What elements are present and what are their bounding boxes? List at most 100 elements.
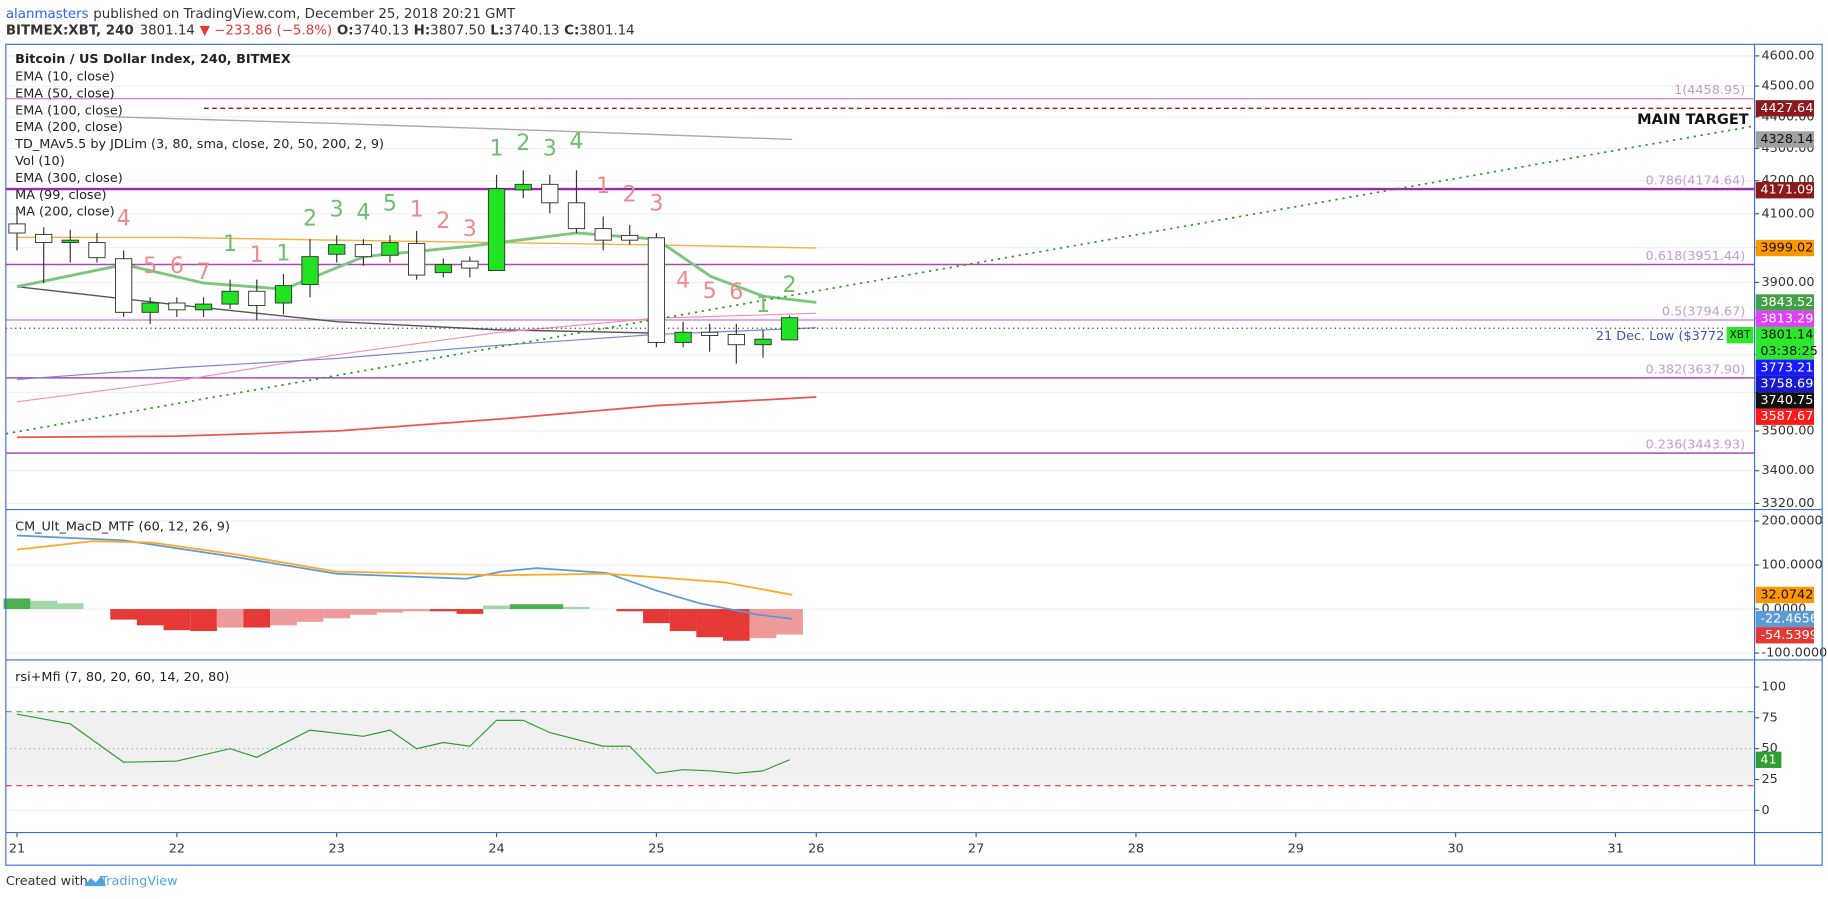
td-count: 6: [170, 253, 184, 279]
published: published on TradingView.com, December 2…: [93, 7, 516, 22]
y-tick-label: 3400.00: [1762, 463, 1815, 478]
price-tag: [1755, 586, 1815, 604]
fib-label: 0.382(3637.90): [1646, 362, 1746, 377]
legend-entry: TD_MAv5.5 by JDLim (3, 80, sma, close, 2…: [14, 137, 384, 152]
td-count: 1: [596, 173, 610, 199]
candle-body: [35, 233, 53, 244]
histogram-bar: [323, 609, 351, 619]
td-count: 3: [543, 136, 557, 162]
td-count: 4: [676, 268, 690, 294]
y-tick-label: 4500.00: [1762, 79, 1815, 94]
price-tag-label: 3813.29: [1760, 311, 1813, 326]
histogram-bar: [722, 609, 750, 641]
legend-entry: EMA (200, close): [15, 120, 123, 135]
legend-entry: MA (200, close): [15, 205, 114, 220]
histogram-bar: [376, 609, 404, 613]
legend-entry: EMA (100, close): [15, 103, 123, 118]
candle-body: [301, 256, 319, 286]
price-tag-label: 4171.09: [1760, 183, 1813, 198]
histogram-bar: [350, 609, 377, 615]
y-tick-label: 3320.00: [1762, 496, 1815, 511]
td-count: 4: [356, 199, 370, 225]
value-tag-label: 41: [1760, 752, 1776, 767]
price-tag-label: 3758.69: [1760, 377, 1813, 392]
countdown: 03:38:25: [1760, 344, 1818, 359]
histogram-bar: [243, 609, 271, 628]
y-tick-label: 4600.00: [1762, 48, 1815, 63]
legend-entry: Vol (10): [15, 154, 65, 169]
histogram-bar: [403, 609, 430, 612]
histogram-bar: [270, 609, 297, 626]
price-tag-label: -22.4656: [1760, 611, 1818, 626]
fib-label: 0.786(4174.64): [1646, 173, 1746, 188]
td-count: 7: [197, 259, 211, 285]
candle-body: [754, 338, 772, 346]
y-tick-label: 100: [1762, 680, 1786, 695]
candle-body: [674, 331, 692, 343]
plot-background: [5, 44, 1755, 833]
pane-title: rsi+Mfi (7, 80, 20, 60, 14, 20, 80): [15, 670, 229, 685]
author[interactable]: alanmasters: [6, 7, 89, 22]
histogram-bar: [616, 609, 644, 612]
candle-body: [514, 183, 532, 191]
histogram-bar: [536, 604, 564, 610]
td-count: 2: [436, 208, 450, 234]
brand[interactable]: TradingView: [99, 874, 177, 889]
x-tick-label: 25: [648, 841, 664, 856]
footer: Created with TradingView: [6, 874, 178, 889]
x-tick-label: 21: [9, 841, 25, 856]
price-tag: [1755, 182, 1815, 199]
y-tick-label: 200.0000: [1762, 513, 1823, 528]
ohlc-label: L:: [490, 23, 504, 38]
candle-body: [274, 285, 293, 304]
candle-body: [461, 260, 479, 269]
td-count: 1: [756, 292, 770, 318]
price-tag-label: 3999.02: [1760, 241, 1813, 256]
indicator-line: [16, 312, 817, 403]
histogram-bar: [429, 609, 457, 612]
price-tag: [1755, 392, 1815, 409]
histogram-bar: [456, 609, 484, 614]
candle-body: [248, 290, 266, 306]
x-tick-label: 24: [488, 841, 504, 856]
candle-body: [621, 234, 639, 241]
candle-body: [115, 258, 133, 313]
fib-label: 1(4458.95): [1674, 83, 1745, 98]
ohlc-label: C:: [564, 23, 579, 38]
candle-body: [354, 244, 373, 258]
legend-entry: EMA (300, close): [15, 171, 123, 186]
candle-body: [780, 317, 799, 341]
td-count: 3: [463, 216, 477, 242]
y-tick-label: 3500.00: [1762, 423, 1815, 438]
legend-entry: EMA (50, close): [15, 86, 114, 101]
price-tag: [1755, 610, 1815, 628]
y-tick-label: 0: [1762, 803, 1770, 818]
price-tag-label: -54.5399: [1760, 628, 1818, 643]
y-tick-label: 4100.00: [1762, 206, 1815, 221]
rsi-line: [16, 713, 790, 774]
td-count: 1: [250, 242, 264, 268]
price-tag: [1755, 408, 1815, 425]
fib-label: 0.236(3443.93): [1646, 437, 1746, 452]
price-tag: [1755, 100, 1815, 117]
candle-body: [168, 302, 186, 311]
price-tag: [1755, 310, 1815, 327]
price-tag: [1755, 359, 1815, 376]
td-count: 2: [303, 206, 317, 232]
td-count: 4: [569, 129, 583, 155]
histogram-bar: [776, 609, 803, 635]
ohlc-label: H:: [414, 23, 431, 38]
price-tag-label: 3801.14: [1760, 328, 1813, 343]
price-tag: [1755, 239, 1815, 257]
indicator-line: [104, 115, 793, 141]
candle-body: [8, 223, 26, 234]
histogram-bar: [163, 609, 191, 631]
td-count: 5: [703, 278, 717, 304]
histogram-bar: [3, 598, 31, 610]
price-tag: [1755, 326, 1815, 360]
price-tag-label: 3587.67: [1760, 409, 1813, 424]
price-tag: [1755, 375, 1815, 393]
price-tag-label: 3843.52: [1760, 295, 1813, 310]
plot: 4600.004500.004400.004300.004200.004100.…: [3, 48, 1827, 856]
